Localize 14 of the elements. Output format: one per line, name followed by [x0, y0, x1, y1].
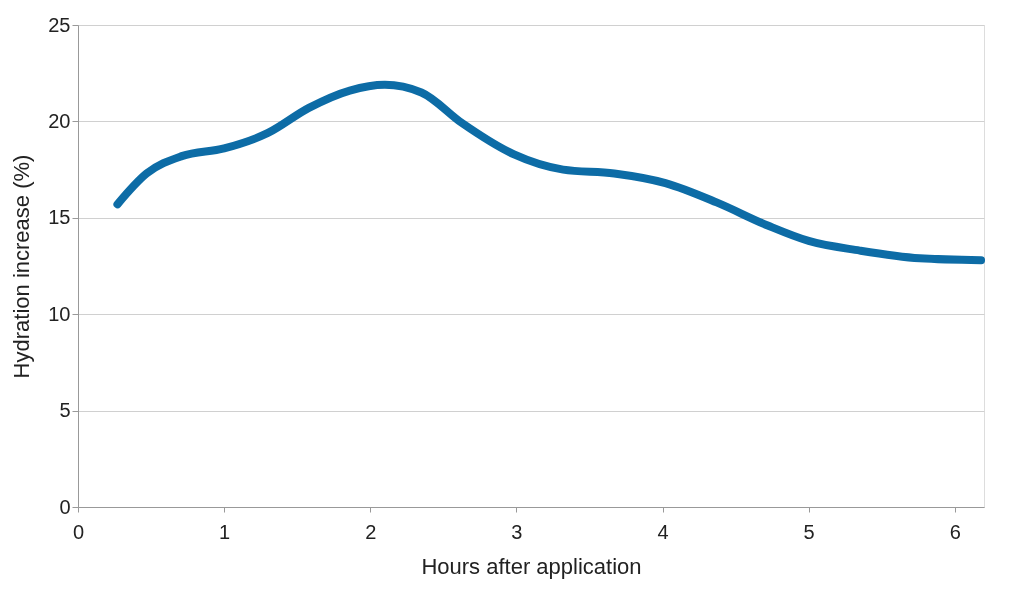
y-tick-label: 15 — [48, 206, 71, 229]
y-tick-label: 5 — [59, 399, 71, 422]
x-tick-label: 6 — [949, 520, 961, 543]
x-tick-label: 3 — [511, 520, 523, 543]
x-tick-label: 4 — [657, 520, 669, 543]
x-tick-label: 2 — [365, 520, 377, 543]
x-tick-label: 5 — [803, 520, 815, 543]
y-tick-label: 25 — [48, 13, 71, 36]
y-axis-title: Hydration increase (%) — [9, 154, 35, 379]
y-tick-label: 10 — [48, 302, 71, 325]
y-tick-label: 0 — [59, 495, 71, 518]
y-tick-label: 20 — [48, 109, 71, 132]
x-axis-title: Hours after application — [421, 553, 642, 579]
x-tick-label: 1 — [219, 520, 231, 543]
